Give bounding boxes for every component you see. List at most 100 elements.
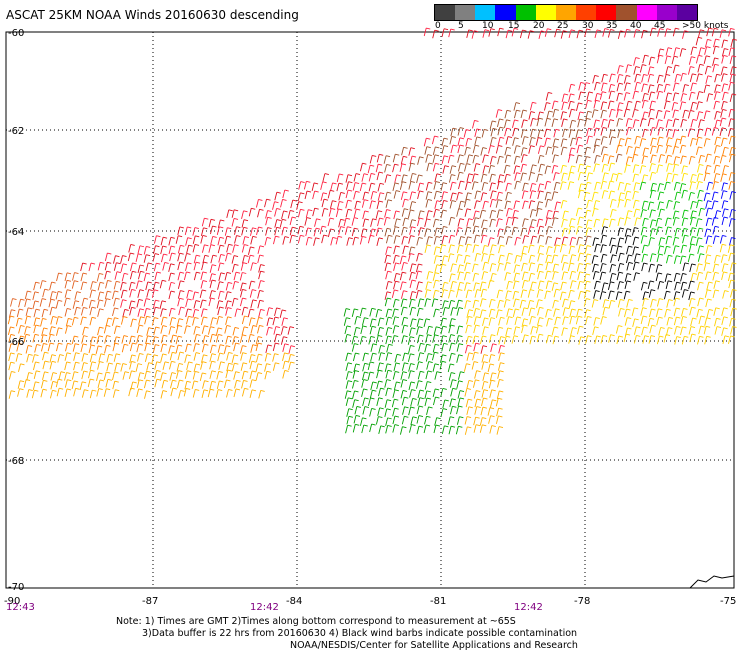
wind-barb <box>704 289 712 298</box>
wind-barb <box>472 225 480 235</box>
wind-barb <box>641 29 648 39</box>
wind-barb <box>106 362 113 372</box>
wind-barb <box>672 217 680 226</box>
wind-barb <box>432 29 439 39</box>
wind-barb <box>568 129 576 138</box>
wind-barb <box>568 83 576 93</box>
wind-barb <box>489 209 497 219</box>
wind-barb <box>154 370 161 379</box>
wind-barb <box>458 200 465 210</box>
wind-barb <box>72 300 80 309</box>
wind-barb <box>361 317 369 326</box>
wind-barb <box>343 317 351 326</box>
wind-barb <box>632 236 640 246</box>
wind-barb <box>609 264 616 273</box>
wind-barb <box>551 164 559 174</box>
wind-barb <box>706 281 713 291</box>
wind-barb <box>511 226 519 236</box>
wind-barb <box>649 171 657 181</box>
wind-barb <box>170 379 177 389</box>
wind-barb <box>615 172 623 182</box>
wind-barb <box>687 253 695 263</box>
wind-barb <box>226 362 233 372</box>
wind-barb <box>225 369 232 379</box>
wind-barb <box>153 235 161 244</box>
wind-barb <box>602 172 609 181</box>
wind-barb <box>40 342 48 352</box>
wind-barb <box>352 236 359 246</box>
wind-barb <box>585 110 592 120</box>
wind-barb <box>680 326 687 336</box>
wind-barb <box>679 255 687 265</box>
wind-barb <box>617 237 625 247</box>
wind-barb <box>137 308 145 317</box>
wind-barb <box>561 172 568 182</box>
wind-barb <box>458 180 465 190</box>
wind-barb <box>362 352 369 362</box>
wind-barb <box>528 111 535 120</box>
wind-barb <box>471 263 479 273</box>
wind-barb <box>152 281 160 291</box>
wind-barb <box>177 252 184 262</box>
wind-barb <box>663 334 671 343</box>
wind-barb <box>143 379 151 389</box>
wind-barb <box>472 272 480 282</box>
wind-barb <box>425 199 433 208</box>
wind-barb <box>353 326 361 336</box>
wind-barb <box>447 363 455 373</box>
wind-barb <box>234 235 241 244</box>
wind-barb <box>703 262 711 271</box>
wind-barb <box>711 200 719 209</box>
wind-barb <box>409 271 416 281</box>
wind-barb <box>641 200 649 210</box>
wind-barb <box>234 226 241 235</box>
wind-barb <box>545 217 552 226</box>
wind-barb <box>378 387 385 397</box>
wind-barb <box>616 102 624 111</box>
wind-barb <box>402 352 409 362</box>
wind-barb <box>8 352 15 362</box>
wind-barb <box>401 415 409 425</box>
wind-barb <box>169 317 177 326</box>
wind-barb <box>642 217 649 227</box>
wind-barb <box>280 198 287 208</box>
wind-barb <box>713 173 721 182</box>
wind-barb <box>608 83 616 93</box>
wind-barb <box>426 162 434 172</box>
wind-barb <box>714 111 721 120</box>
wind-barb <box>249 389 257 398</box>
wind-barb <box>497 370 504 379</box>
wind-barb <box>247 333 255 343</box>
wind-barb <box>417 389 425 399</box>
wind-barb <box>698 47 705 56</box>
wind-barb <box>505 191 512 201</box>
wind-barb <box>209 380 217 390</box>
wind-barb <box>519 299 527 309</box>
wind-barb <box>641 326 648 336</box>
wind-barb <box>345 208 353 218</box>
wind-barb <box>689 306 696 316</box>
wind-barb <box>521 154 528 163</box>
wind-barb <box>113 262 121 271</box>
wind-barb <box>674 325 681 335</box>
wind-barb <box>553 288 561 298</box>
wind-barb <box>458 236 465 245</box>
wind-barb <box>351 343 359 352</box>
wind-barb <box>551 118 559 127</box>
wind-barb <box>273 235 280 245</box>
wind-barb <box>239 334 247 343</box>
wind-barb <box>160 316 168 326</box>
wind-barb <box>488 308 496 318</box>
wind-barb <box>473 416 480 426</box>
wind-barb <box>513 155 521 165</box>
wind-barb <box>336 182 344 192</box>
scale-label: 40 <box>630 21 642 31</box>
wind-barb <box>359 307 367 317</box>
wind-barb <box>327 217 335 227</box>
wind-barb <box>679 48 687 57</box>
wind-barb <box>264 198 271 208</box>
wind-barb <box>88 299 96 309</box>
wind-barb <box>544 28 552 37</box>
wind-barb <box>369 389 377 399</box>
